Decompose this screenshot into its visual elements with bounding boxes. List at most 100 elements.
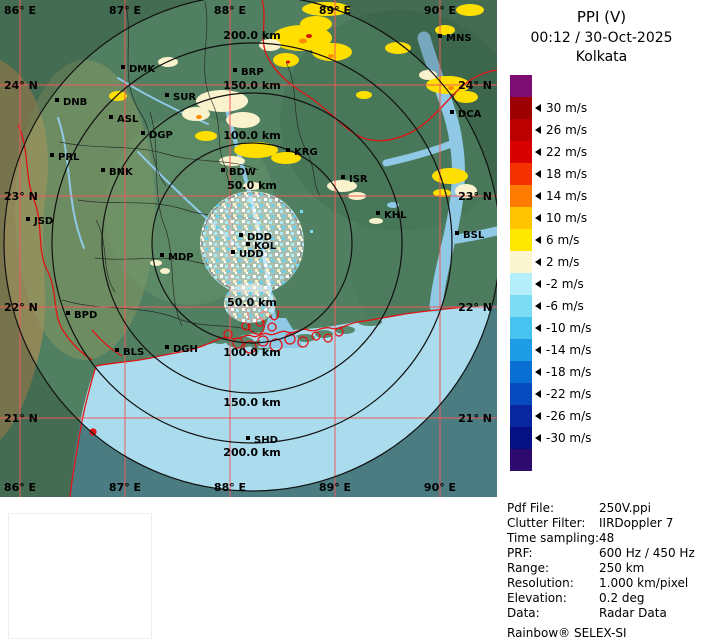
ring-label: 200.0 km	[223, 29, 280, 42]
legend-cap	[510, 449, 706, 471]
station-marker	[221, 168, 225, 172]
station-marker	[246, 436, 250, 440]
color-swatch	[510, 273, 532, 295]
station-marker	[141, 131, 145, 135]
color-swatch	[510, 405, 532, 427]
legend-entry: -2 m/s	[510, 273, 706, 295]
station-marker	[438, 34, 442, 38]
station-marker	[109, 115, 113, 119]
station-marker	[341, 175, 345, 179]
lon-label: 88° E	[214, 481, 246, 494]
lon-label: 86° E	[4, 481, 36, 494]
legend-cap	[510, 75, 706, 97]
station-marker	[160, 253, 164, 257]
lat-label: 24° N	[4, 79, 38, 92]
arrow-left-icon	[535, 170, 541, 178]
station-label: SUR	[173, 92, 196, 103]
station-label: BLS	[123, 347, 144, 358]
ring-label: 100.0 km	[223, 129, 280, 142]
station-label: KHL	[384, 210, 407, 221]
info-value: 0.2 deg	[599, 591, 645, 605]
color-swatch	[510, 317, 532, 339]
legend-value-label: 26 m/s	[546, 123, 588, 137]
station-label: ISR	[349, 174, 368, 185]
info-label: PRF:	[507, 546, 533, 560]
color-swatch	[510, 185, 532, 207]
lat-label: 24° N	[458, 79, 492, 92]
lon-label: 89° E	[319, 481, 351, 494]
color-swatch	[510, 207, 532, 229]
station-marker	[66, 311, 70, 315]
lon-label: 87° E	[109, 4, 141, 17]
info-row: PRF: 600 Hz / 450 Hz	[507, 546, 706, 561]
arrow-left-icon	[535, 126, 541, 134]
station-label: ASL	[117, 114, 139, 125]
legend-entry: 2 m/s	[510, 251, 706, 273]
station-label: DDD	[247, 232, 272, 243]
station-marker	[376, 211, 380, 215]
info-row: Elevation: 0.2 deg	[507, 591, 706, 606]
legend-entry: 6 m/s	[510, 229, 706, 251]
radar-map-svg: 200.0 km 200.0 km 150.0 km 150.0 km 100.0 km…	[0, 0, 520, 498]
info-value: 250 km	[599, 561, 645, 575]
legend-entry: 22 m/s	[510, 141, 706, 163]
station-marker	[101, 168, 105, 172]
color-swatch	[510, 251, 532, 273]
legend-value-label: 18 m/s	[546, 167, 588, 181]
arrow-left-icon	[535, 324, 541, 332]
product-title: PPI (V)	[576, 8, 627, 26]
legend-entry: 10 m/s	[510, 207, 706, 229]
station-marker	[165, 345, 169, 349]
arrow-left-icon	[535, 434, 541, 442]
station-label: KRG	[294, 147, 318, 158]
info-label: Resolution:	[507, 576, 574, 590]
color-swatch	[510, 449, 532, 471]
ring-label: 50.0 km	[227, 179, 277, 192]
ring-label: 200.0 km	[223, 446, 280, 459]
station-label: UDD	[239, 249, 264, 260]
info-row: Pdf File: 250V.ppi	[507, 501, 706, 516]
station-label: PRL	[58, 152, 80, 163]
lon-label: 90° E	[424, 4, 456, 17]
legend-value-label: 22 m/s	[546, 145, 588, 159]
station-label: BRP	[241, 67, 264, 78]
lon-label: 87° E	[109, 481, 141, 494]
arrow-left-icon	[535, 192, 541, 200]
arrow-left-icon	[535, 148, 541, 156]
ring-label: 150.0 km	[223, 396, 280, 409]
ring-label-layer: 200.0 km 200.0 km 150.0 km 150.0 km 100.0 km…	[223, 29, 280, 459]
latlon-label-layer: 86° E 86° E 87° E 87° E 88° E 88° E 89° E 89° E…	[4, 4, 492, 494]
legend-entry: 30 m/s	[510, 97, 706, 119]
arrow-left-icon	[535, 412, 541, 420]
outside-range-shade	[0, 0, 500, 497]
arrow-left-icon	[535, 280, 541, 288]
info-label: Data:	[507, 606, 540, 620]
legend-value-label: 2 m/s	[546, 255, 580, 269]
lon-label: 86° E	[4, 4, 36, 17]
legend-value-label: -22 m/s	[546, 387, 592, 401]
station-marker	[121, 65, 125, 69]
station-marker	[286, 148, 290, 152]
station-label: JSD	[33, 216, 53, 227]
lat-label: 21° N	[4, 412, 38, 425]
legend-entry: -30 m/s	[510, 427, 706, 449]
legend-entry: -18 m/s	[510, 361, 706, 383]
station-label: MDP	[168, 252, 194, 263]
color-swatch	[510, 383, 532, 405]
station-label: KOL	[254, 241, 277, 252]
info-label: Clutter Filter:	[507, 516, 586, 530]
station-label: DMK	[129, 64, 156, 75]
legend-value-label: -10 m/s	[546, 321, 592, 335]
station-label: BDW	[229, 167, 256, 178]
info-row: Data: Radar Data	[507, 606, 706, 621]
info-value: 250V.ppi	[599, 501, 651, 515]
info-label: Pdf File:	[507, 501, 555, 515]
legend-value-label: -2 m/s	[546, 277, 584, 291]
arrow-left-icon	[535, 346, 541, 354]
info-label: Elevation:	[507, 591, 567, 605]
product-datetime: 00:12 / 30-Oct-2025	[530, 30, 673, 46]
legend-entry: 26 m/s	[510, 119, 706, 141]
lon-label: 89° E	[319, 4, 351, 17]
info-row: Range: 250 km	[507, 561, 706, 576]
